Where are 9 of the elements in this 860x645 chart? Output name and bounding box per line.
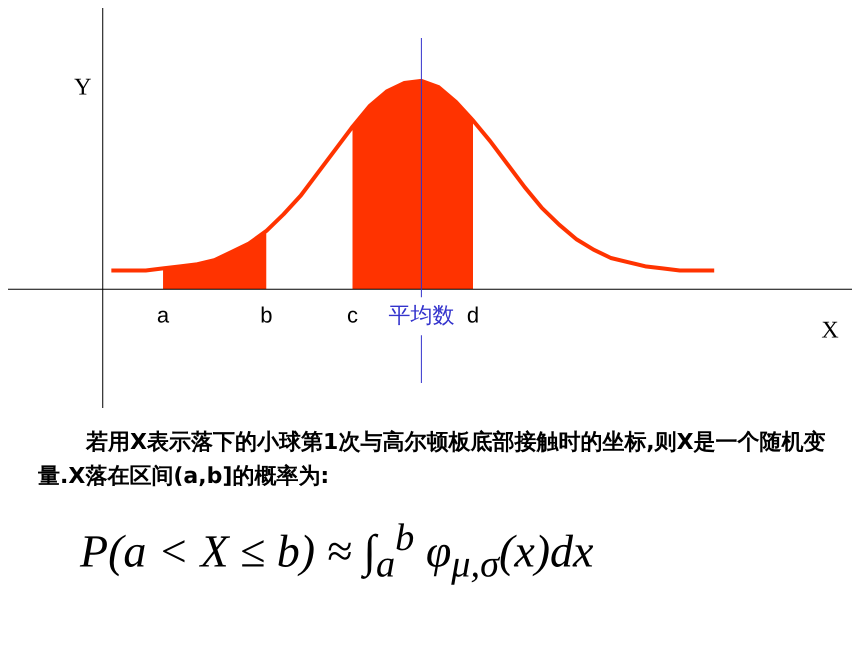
x-axis-title: X <box>821 318 839 344</box>
text: P(a < X ≤ b) ≈ ∫$_{a}$$^{b}$ φ$_{μ,σ}$(x)dx <box>80 516 594 587</box>
y-axis-title: Y <box>74 74 92 100</box>
x-tick-label: a <box>156 302 170 328</box>
x-tick-label: 平均数 <box>388 302 454 328</box>
text: 若用X表示落下的小球第1次与高尔顿板底部接触时的坐标,则X是一个随机变量.X落在区间(a,b]的概率为: <box>38 428 827 491</box>
x-tick-label: b <box>260 302 272 328</box>
x-tick-label: d <box>466 302 480 328</box>
x-tick-label: c <box>346 302 358 328</box>
